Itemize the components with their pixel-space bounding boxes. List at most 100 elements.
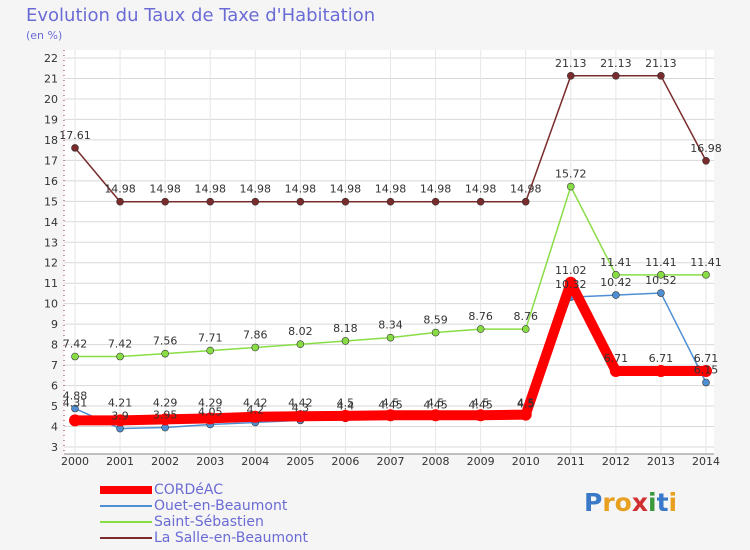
- data-label: 14.98: [194, 183, 226, 196]
- data-label: 4.21: [108, 396, 133, 409]
- x-tick-label: 2012: [602, 455, 630, 468]
- data-label: 14.98: [240, 183, 272, 196]
- data-label: 21.13: [600, 57, 632, 70]
- y-tick-label: 17: [44, 154, 58, 167]
- x-tick-label: 2013: [647, 455, 675, 468]
- data-label: 10.32: [555, 278, 587, 291]
- data-label: 7.71: [198, 332, 223, 345]
- data-label: 11.41: [600, 256, 632, 269]
- data-label: 4.5: [427, 396, 445, 409]
- x-tick-label: 2002: [151, 455, 179, 468]
- y-tick-label: 10: [44, 298, 58, 311]
- data-label: 14.98: [330, 183, 362, 196]
- data-label: 3.9: [111, 410, 129, 423]
- y-tick-label: 20: [44, 93, 58, 106]
- data-label: 17.61: [59, 129, 91, 142]
- data-label: 4.2: [247, 403, 265, 416]
- data-label: 8.34: [378, 319, 403, 332]
- data-label: 14.98: [420, 183, 452, 196]
- data-label: 6.71: [604, 352, 629, 365]
- data-point-2: [206, 346, 215, 355]
- x-tick-label: 2004: [241, 455, 269, 468]
- data-label: 4.42: [243, 396, 268, 409]
- data-point-0: [519, 408, 532, 421]
- logo-letter: i: [668, 488, 678, 517]
- x-tick-label: 2014: [692, 455, 720, 468]
- proxiti-logo: Proxiti: [584, 488, 677, 517]
- data-point-2: [702, 271, 710, 279]
- legend-swatch-cordeac: [100, 486, 152, 494]
- y-tick-label: 12: [44, 257, 58, 270]
- data-point-2: [566, 182, 575, 191]
- y-tick-label: 14: [44, 216, 58, 229]
- data-label: 4.29: [198, 396, 223, 409]
- legend-label: Ouet-en-Beaumont: [154, 498, 288, 514]
- data-point-3: [702, 156, 710, 165]
- data-point-3: [71, 144, 79, 152]
- y-tick-label: 9: [51, 318, 58, 331]
- y-tick-label: 11: [44, 277, 58, 290]
- y-tick-label: 3: [51, 441, 58, 454]
- data-point-0: [204, 412, 217, 425]
- data-label: 21.13: [555, 57, 587, 70]
- data-point-0: [474, 409, 487, 422]
- chart-title: Evolution du Taux de Taxe d'Habitation: [26, 5, 376, 26]
- legend-swatch-saint-sebastien: [100, 521, 152, 523]
- x-tick-label: 2003: [196, 455, 224, 468]
- data-point-0: [700, 365, 712, 378]
- data-point-2: [161, 349, 169, 358]
- data-point-0: [159, 413, 172, 426]
- data-point-3: [431, 197, 440, 206]
- data-label: 8.59: [423, 314, 448, 327]
- data-point-0: [69, 414, 81, 427]
- legend-label: La Salle-en-Beaumont: [154, 530, 309, 546]
- data-label: 8.76: [468, 310, 493, 323]
- data-point-1: [657, 289, 665, 297]
- x-tick-label: 2007: [377, 455, 405, 468]
- x-tick-label: 2005: [286, 455, 314, 468]
- data-label: 7.42: [63, 338, 88, 351]
- data-label: 4.29: [153, 396, 178, 409]
- legend-label: CORDéAC: [154, 482, 224, 498]
- data-label: 11.41: [645, 256, 677, 269]
- data-label: 15.72: [555, 168, 587, 181]
- data-label: 11.41: [690, 256, 722, 269]
- data-label: 4.5: [517, 396, 535, 409]
- data-point-3: [206, 197, 215, 206]
- y-tick-label: 16: [44, 175, 58, 188]
- chart-unit-label: (en %): [26, 29, 63, 42]
- data-label: 7.56: [153, 335, 178, 348]
- data-label: 14.98: [285, 183, 317, 196]
- logo-letter: P: [584, 488, 603, 517]
- data-point-2: [476, 325, 485, 333]
- y-tick-label: 21: [44, 72, 58, 85]
- data-point-2: [612, 271, 620, 279]
- x-tick-label: 2010: [512, 455, 540, 468]
- data-label: 8.76: [513, 310, 538, 323]
- data-label: 14.98: [104, 183, 136, 196]
- data-point-1: [702, 378, 710, 387]
- logo-letter: o: [614, 488, 632, 517]
- x-tick-label: 2009: [467, 455, 495, 468]
- data-point-0: [339, 409, 352, 422]
- x-tick-label: 2001: [106, 455, 134, 468]
- data-point-3: [296, 197, 305, 206]
- data-point-0: [384, 409, 397, 422]
- data-point-3: [116, 197, 124, 206]
- legend-swatch-la-salle: [100, 537, 152, 539]
- plot-area: [64, 50, 714, 454]
- data-label: 4.31: [63, 396, 88, 409]
- data-point-3: [161, 197, 169, 206]
- data-label: 7.86: [243, 328, 268, 341]
- data-point-3: [341, 197, 350, 206]
- y-tick-label: 13: [44, 236, 58, 249]
- y-tick-label: 7: [51, 359, 58, 372]
- data-label: 4.5: [472, 396, 490, 409]
- logo-letter: r: [602, 488, 615, 517]
- x-tick-label: 2000: [61, 455, 89, 468]
- y-tick-label: 8: [51, 339, 58, 352]
- data-point-3: [521, 197, 530, 206]
- data-label: 16.98: [690, 142, 722, 155]
- logo-letter: x: [631, 488, 648, 517]
